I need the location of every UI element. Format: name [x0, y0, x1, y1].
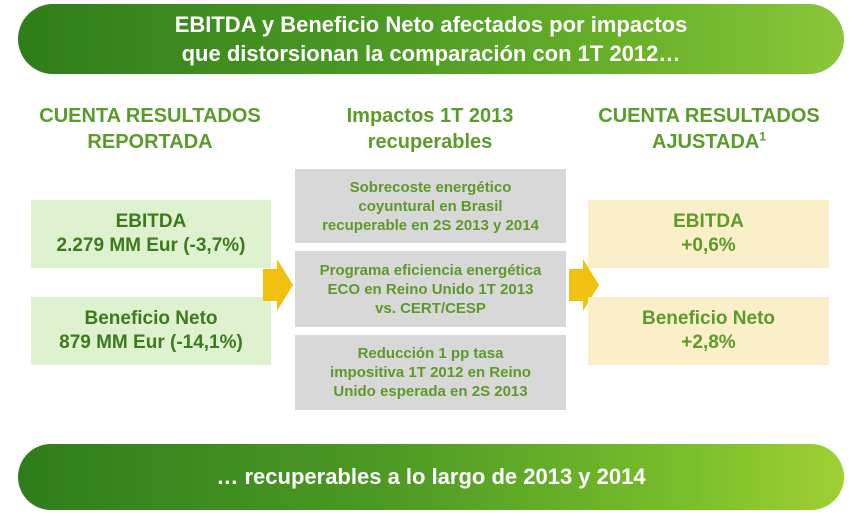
impact-3-line-3: Unido esperada en 2S 2013 [333, 383, 528, 400]
impact-1-line-3: recuperable en 2S 2013 y 2014 [322, 216, 539, 234]
adjusted-ebitda-label: EBITDA [673, 211, 744, 232]
right-heading-line-2: AJUSTADA1 [588, 129, 830, 155]
right-heading-line-2-text: AJUSTADA [651, 131, 760, 153]
adjusted-net-income-box: Beneficio Neto +2,8% [588, 297, 829, 365]
middle-column-heading: Impactos 1T 2013 recuperables [295, 103, 565, 155]
adjusted-net-income-label: Beneficio Neto [641, 308, 776, 329]
impact-box-brasil: Sobrecoste energético coyuntural en Bras… [295, 169, 566, 243]
reported-net-income-value: 879 MM Eur (-14,1%) [59, 332, 243, 353]
left-column-heading: CUENTA RESULTADOS REPORTADA [30, 103, 270, 155]
header-line-1: EBITDA y Beneficio Neto afectados por im… [174, 12, 688, 37]
adjusted-net-income-value: +2,8% [681, 332, 736, 353]
impact-1-line-2: coyuntural en Brasil [358, 197, 503, 215]
reported-ebitda-value: 2.279 MM Eur (-3,7%) [56, 235, 246, 256]
impact-box-tax-uk: Reducción 1 pp tasa impositiva 1T 2012 e… [295, 335, 566, 410]
middle-heading-line-2: recuperables [367, 131, 493, 153]
impact-box-eco-uk: Programa eficiencia energética ECO en Re… [295, 251, 566, 327]
right-heading-line-1: CUENTA RESULTADOS [598, 105, 820, 127]
impact-3-line-2: impositiva 1T 2012 en Reino [330, 364, 531, 381]
impact-2-line-3: vs. CERT/CESP [375, 299, 486, 317]
impact-1-line-1: Sobrecoste energético [349, 178, 512, 196]
adjusted-ebitda-box: EBITDA +0,6% [588, 200, 829, 268]
reported-net-income-label: Beneficio Neto [84, 308, 218, 329]
arrow-right-icon [569, 259, 599, 311]
right-column-heading: CUENTA RESULTADOS AJUSTADA1 [588, 103, 830, 155]
reported-net-income-box: Beneficio Neto 879 MM Eur (-14,1%) [31, 297, 271, 365]
left-heading-line-2: REPORTADA [87, 131, 213, 153]
middle-heading-line-1: Impactos 1T 2013 [346, 105, 514, 127]
adjusted-ebitda-value: +0,6% [681, 235, 736, 256]
left-heading-line-1: CUENTA RESULTADOS [39, 105, 261, 127]
impact-2-line-1: Programa eficiencia energética [319, 261, 542, 279]
footer-banner: … recuperables a lo largo de 2013 y 2014 [18, 444, 844, 510]
reported-ebitda-box: EBITDA 2.279 MM Eur (-3,7%) [31, 200, 271, 268]
arrow-right-icon [263, 259, 293, 311]
footnote-mark: 1 [759, 129, 767, 144]
reported-ebitda-label: EBITDA [115, 211, 187, 232]
header-line-2: que distorsionan la comparación con 1T 2… [181, 41, 681, 66]
header-banner: EBITDA y Beneficio Neto afectados por im… [18, 4, 844, 74]
impact-3-line-1: Reducción 1 pp tasa [357, 345, 504, 362]
footer-text: … recuperables a lo largo de 2013 y 2014 [216, 464, 646, 489]
impact-2-line-2: ECO en Reino Unido 1T 2013 [327, 280, 534, 298]
